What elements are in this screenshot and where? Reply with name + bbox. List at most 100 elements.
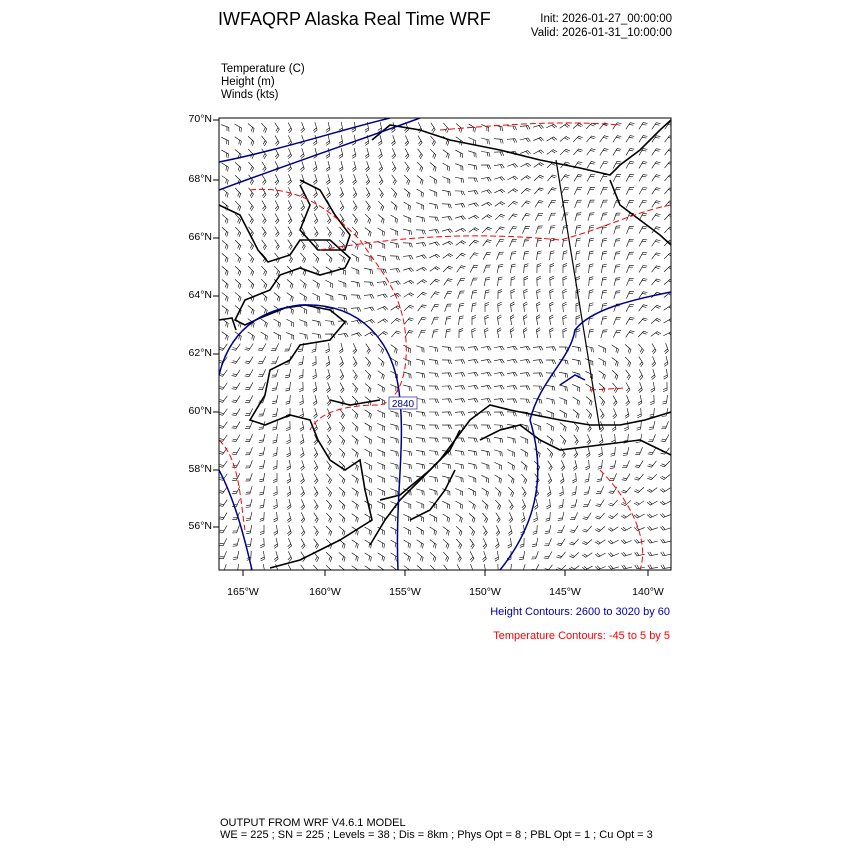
wind-barb: [532, 359, 544, 364]
wind-barb: [403, 449, 413, 457]
wind-barb: [533, 149, 545, 155]
wind-barb: [339, 395, 345, 407]
wind-barb: [271, 369, 279, 378]
wind-barb: [497, 276, 503, 287]
wind-barb: [273, 318, 281, 328]
wind-barb: [495, 525, 501, 536]
wind-barb: [650, 304, 661, 312]
wind-barb: [325, 552, 333, 562]
wind-barb: [638, 278, 648, 286]
wind-barb: [621, 486, 631, 494]
wind-barb: [585, 383, 593, 393]
wind-barb: [546, 435, 554, 445]
wind-barb: [574, 187, 583, 195]
wind-barb: [378, 174, 384, 186]
field-list: Temperature (C) Height (m) Winds (kts): [221, 63, 305, 102]
wind-barb: [325, 369, 331, 380]
wind-barb: [259, 524, 265, 535]
wind-barb: [390, 384, 399, 392]
wind-barb: [544, 525, 552, 534]
wind-barb: [365, 174, 371, 185]
wind-barb: [651, 239, 661, 247]
wind-barb: [429, 241, 440, 246]
wind-barb: [625, 330, 635, 338]
wind-barb: [467, 437, 478, 443]
wind-barb: [258, 408, 266, 417]
wind-barb: [442, 149, 450, 159]
wind-barb: [468, 137, 476, 145]
wind-barb: [338, 447, 346, 458]
wind-barb: [312, 382, 318, 393]
wind-barb: [468, 372, 479, 377]
wind-barb: [363, 281, 374, 287]
wind-barb: [441, 398, 453, 403]
wind-barb: [326, 174, 331, 185]
wind-barb: [274, 187, 280, 198]
wind-barb: [443, 265, 453, 273]
wind-barb: [638, 317, 648, 325]
wind-barb: [428, 385, 439, 391]
wind-barb: [625, 122, 635, 130]
wind-barb: [261, 213, 267, 225]
wind-barb: [638, 291, 648, 299]
wind-barb: [519, 551, 525, 561]
wind-barb: [376, 268, 387, 274]
wind-barb: [245, 512, 253, 521]
wind-barb: [339, 226, 345, 237]
wind-barb: [647, 564, 658, 569]
wind-barb: [599, 395, 605, 406]
wind-barb: [659, 474, 671, 480]
wind-barb: [467, 424, 478, 430]
wind-barb: [621, 552, 632, 557]
wind-barb: [634, 564, 645, 570]
wind-barb: [519, 398, 530, 404]
wind-barb: [469, 525, 476, 536]
wind-barb: [429, 526, 437, 536]
wind-barb: [494, 551, 499, 562]
wind-barb: [274, 265, 281, 276]
wind-barb: [660, 551, 671, 557]
wind-barb: [613, 330, 622, 338]
wind-barb: [507, 372, 518, 377]
wind-barb: [287, 239, 293, 251]
wind-barb: [325, 253, 333, 263]
wind-barb: [274, 161, 280, 173]
wind-barb: [390, 357, 398, 367]
wind-barb: [520, 512, 526, 523]
wind-barb: [352, 200, 358, 212]
wind-barb: [455, 215, 466, 220]
wind-barb: [351, 422, 359, 432]
wind-barb: [443, 564, 448, 570]
wind-barb: [377, 357, 385, 367]
wind-barb: [351, 539, 359, 549]
wind-barb: [326, 499, 333, 510]
wind-barb: [506, 411, 517, 417]
wind-barb: [600, 212, 608, 221]
wind-barb: [377, 227, 385, 237]
wind-barb: [364, 213, 372, 224]
wind-barb: [638, 200, 648, 208]
wind-barb: [633, 513, 645, 519]
wind-barb: [521, 213, 531, 221]
wind-barb: [608, 499, 618, 507]
wind-barb: [546, 149, 558, 155]
wind-barb: [403, 552, 411, 562]
wind-barb: [454, 372, 466, 377]
wind-barb: [221, 137, 229, 145]
wind-barb: [417, 304, 427, 312]
wind-barb: [457, 303, 465, 312]
wind-barb: [522, 226, 530, 234]
wind-barb: [647, 460, 657, 468]
wind-barb: [286, 420, 291, 432]
wind-barb: [635, 447, 643, 456]
wind-barb: [364, 267, 373, 275]
coastlines: [219, 119, 671, 569]
wind-barb: [390, 423, 399, 431]
wind-barb: [468, 214, 480, 220]
wind-barb: [586, 434, 592, 445]
wind-barb: [587, 212, 595, 221]
wind-barb: [403, 358, 412, 366]
wind-barb: [634, 539, 645, 544]
wind-barb: [493, 138, 504, 144]
wind-barb: [364, 240, 372, 250]
